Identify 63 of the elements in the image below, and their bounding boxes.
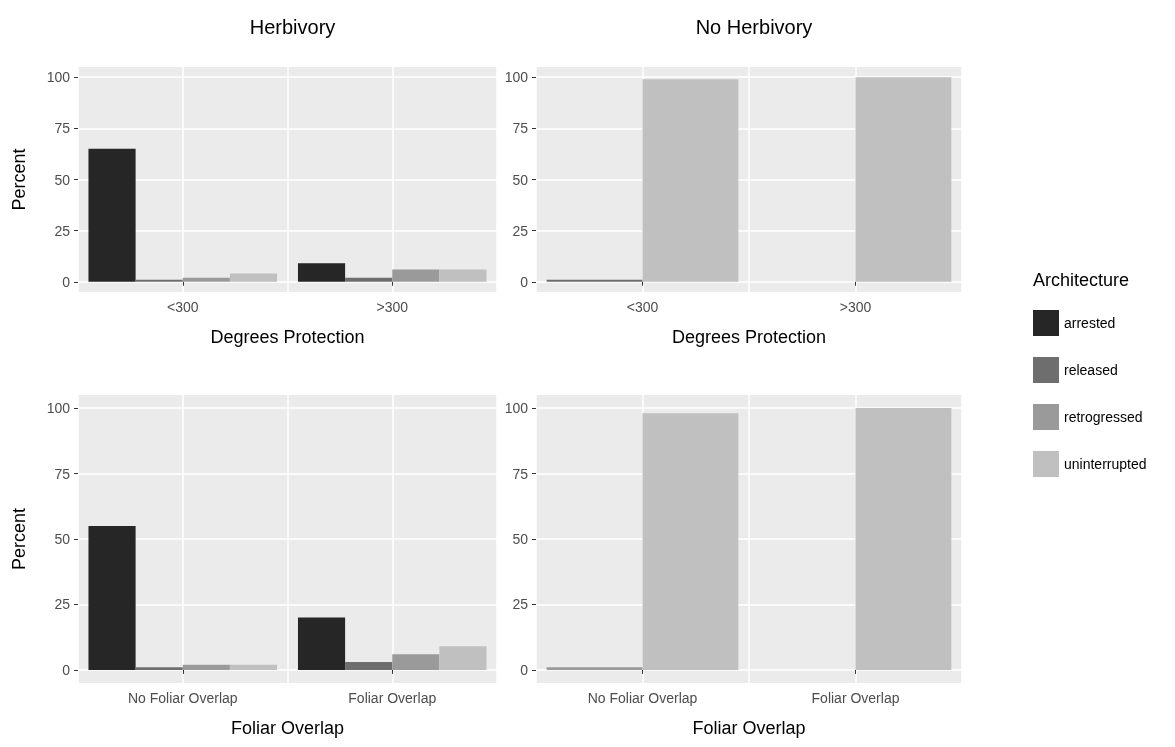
bar <box>297 617 346 670</box>
y-tick-label: 0 <box>62 273 71 290</box>
legend-label: uninterrupted <box>1064 456 1147 472</box>
bar <box>392 654 440 670</box>
x-axis-title: Degrees Protection <box>210 327 365 347</box>
x-tick-label: >300 <box>376 299 409 315</box>
bar <box>392 269 440 282</box>
bar <box>546 667 643 670</box>
y-tick-label: 100 <box>46 400 71 417</box>
y-tick-label: 100 <box>504 400 529 417</box>
y-tick-label: 100 <box>504 69 529 86</box>
bar <box>345 277 393 282</box>
x-tick-label: Foliar Overlap <box>811 690 900 706</box>
y-tick-label: 25 <box>54 222 71 239</box>
bar <box>855 77 952 282</box>
chart-title: Herbivory <box>249 16 336 38</box>
bar <box>439 646 487 670</box>
bar <box>229 273 278 282</box>
x-axis-title: Foliar Overlap <box>692 718 806 738</box>
bar <box>297 263 346 282</box>
bar <box>642 79 739 282</box>
bar <box>88 148 136 282</box>
y-tick-label: 0 <box>520 661 529 678</box>
y-tick-label: 25 <box>54 596 71 613</box>
bar <box>546 279 643 282</box>
bar <box>439 269 487 282</box>
x-axis-title: Degrees Protection <box>671 327 827 347</box>
bar <box>182 277 230 282</box>
legend-label: released <box>1064 362 1118 378</box>
y-tick-label: 75 <box>54 465 71 482</box>
legend-title: Architecture <box>1033 270 1130 290</box>
y-tick-label: 25 <box>512 596 529 613</box>
legend-label: retrogressed <box>1064 409 1143 425</box>
y-axis-title: Percent <box>9 148 29 211</box>
x-tick-label: Foliar Overlap <box>348 690 437 706</box>
y-tick-label: 75 <box>512 465 529 482</box>
bar <box>642 413 739 670</box>
y-tick-label: 50 <box>54 531 71 547</box>
y-tick-label: 50 <box>512 531 529 547</box>
y-tick-label: 25 <box>512 222 529 239</box>
bar <box>229 664 278 670</box>
y-tick-label: 0 <box>520 273 529 290</box>
y-axis-title: Percent <box>9 507 29 571</box>
y-tick-label: 50 <box>512 171 529 188</box>
legend-label: arrested <box>1064 315 1116 331</box>
x-tick-label: No Foliar Overlap <box>587 690 698 706</box>
x-tick-label: <300 <box>626 299 659 315</box>
bar <box>182 664 230 670</box>
x-tick-label: No Foliar Overlap <box>127 690 238 706</box>
bar <box>345 662 393 670</box>
bar <box>135 279 183 282</box>
y-tick-label: 100 <box>46 69 71 86</box>
x-tick-label: <300 <box>166 299 199 315</box>
chart-title: No Herbivory <box>695 16 813 38</box>
y-tick-label: 75 <box>512 120 529 137</box>
bar <box>88 525 136 670</box>
y-tick-label: 75 <box>54 120 71 137</box>
y-tick-label: 0 <box>62 661 71 678</box>
bar <box>855 408 952 670</box>
x-axis-title: Foliar Overlap <box>230 718 345 738</box>
bar <box>135 667 183 670</box>
y-tick-label: 50 <box>54 171 71 188</box>
x-tick-label: >300 <box>839 299 872 315</box>
